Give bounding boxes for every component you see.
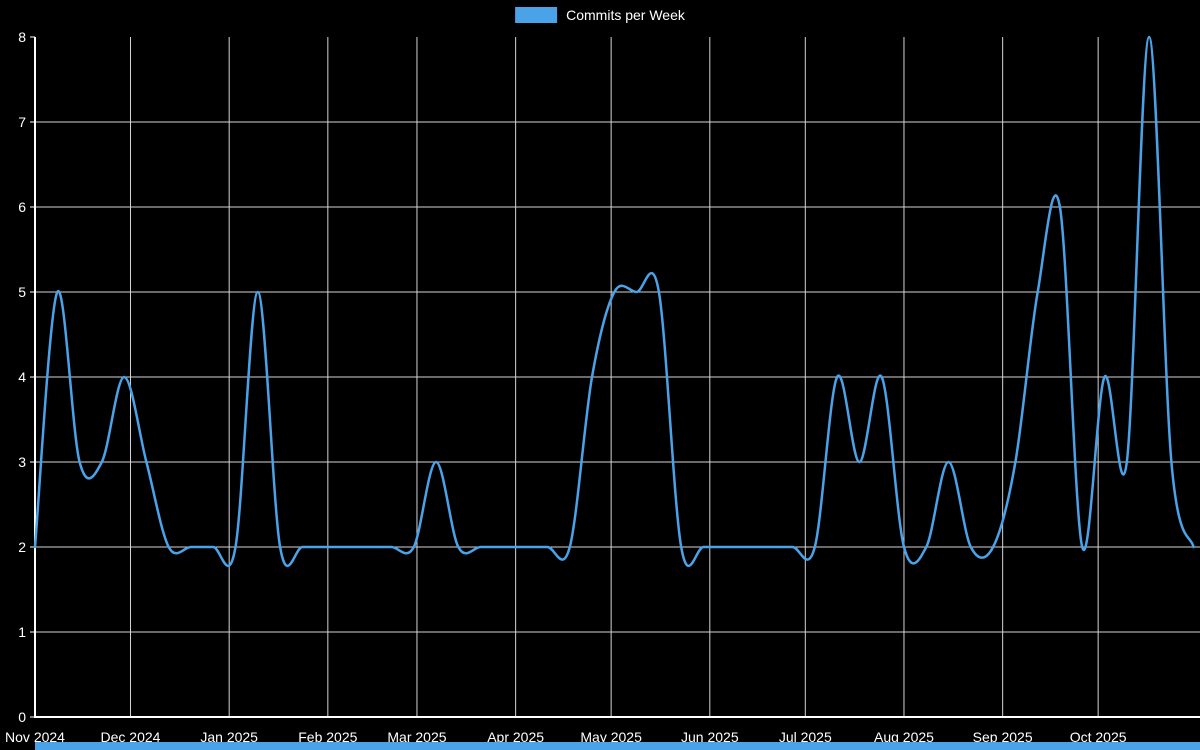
x-tick-label-11: Oct 2025 xyxy=(1070,729,1127,745)
y-tick-label-3: 3 xyxy=(18,454,26,470)
x-tick-label-3: Feb 2025 xyxy=(298,729,357,745)
y-tick-label-6: 6 xyxy=(18,199,26,215)
x-tick-label-2: Jan 2025 xyxy=(200,729,258,745)
x-tick-label-9: Aug 2025 xyxy=(874,729,934,745)
x-tick-label-8: Jul 2025 xyxy=(779,729,832,745)
x-tick-label-4: Mar 2025 xyxy=(387,729,446,745)
x-tick-label-7: Jun 2025 xyxy=(681,729,739,745)
x-tick-label-0: Nov 2024 xyxy=(5,729,65,745)
y-tick-label-8: 8 xyxy=(18,29,26,45)
y-tick-label-5: 5 xyxy=(18,284,26,300)
legend: Commits per Week xyxy=(515,7,685,23)
x-tick-label-5: Apr 2025 xyxy=(487,729,544,745)
y-tick-label-1: 1 xyxy=(18,624,26,640)
commits-series-line xyxy=(33,35,1195,567)
legend-label: Commits per Week xyxy=(566,7,685,23)
bottom-scrollbar[interactable] xyxy=(35,742,1200,750)
y-tick-label-2: 2 xyxy=(18,539,26,555)
legend-swatch-commits xyxy=(515,7,558,23)
x-tick-label-6: May 2025 xyxy=(580,729,642,745)
x-tick-label-10: Sep 2025 xyxy=(973,729,1033,745)
y-tick-label-4: 4 xyxy=(18,369,26,385)
y-tick-label-7: 7 xyxy=(18,114,26,130)
x-tick-label-1: Dec 2024 xyxy=(101,729,161,745)
y-tick-label-0: 0 xyxy=(18,709,26,725)
